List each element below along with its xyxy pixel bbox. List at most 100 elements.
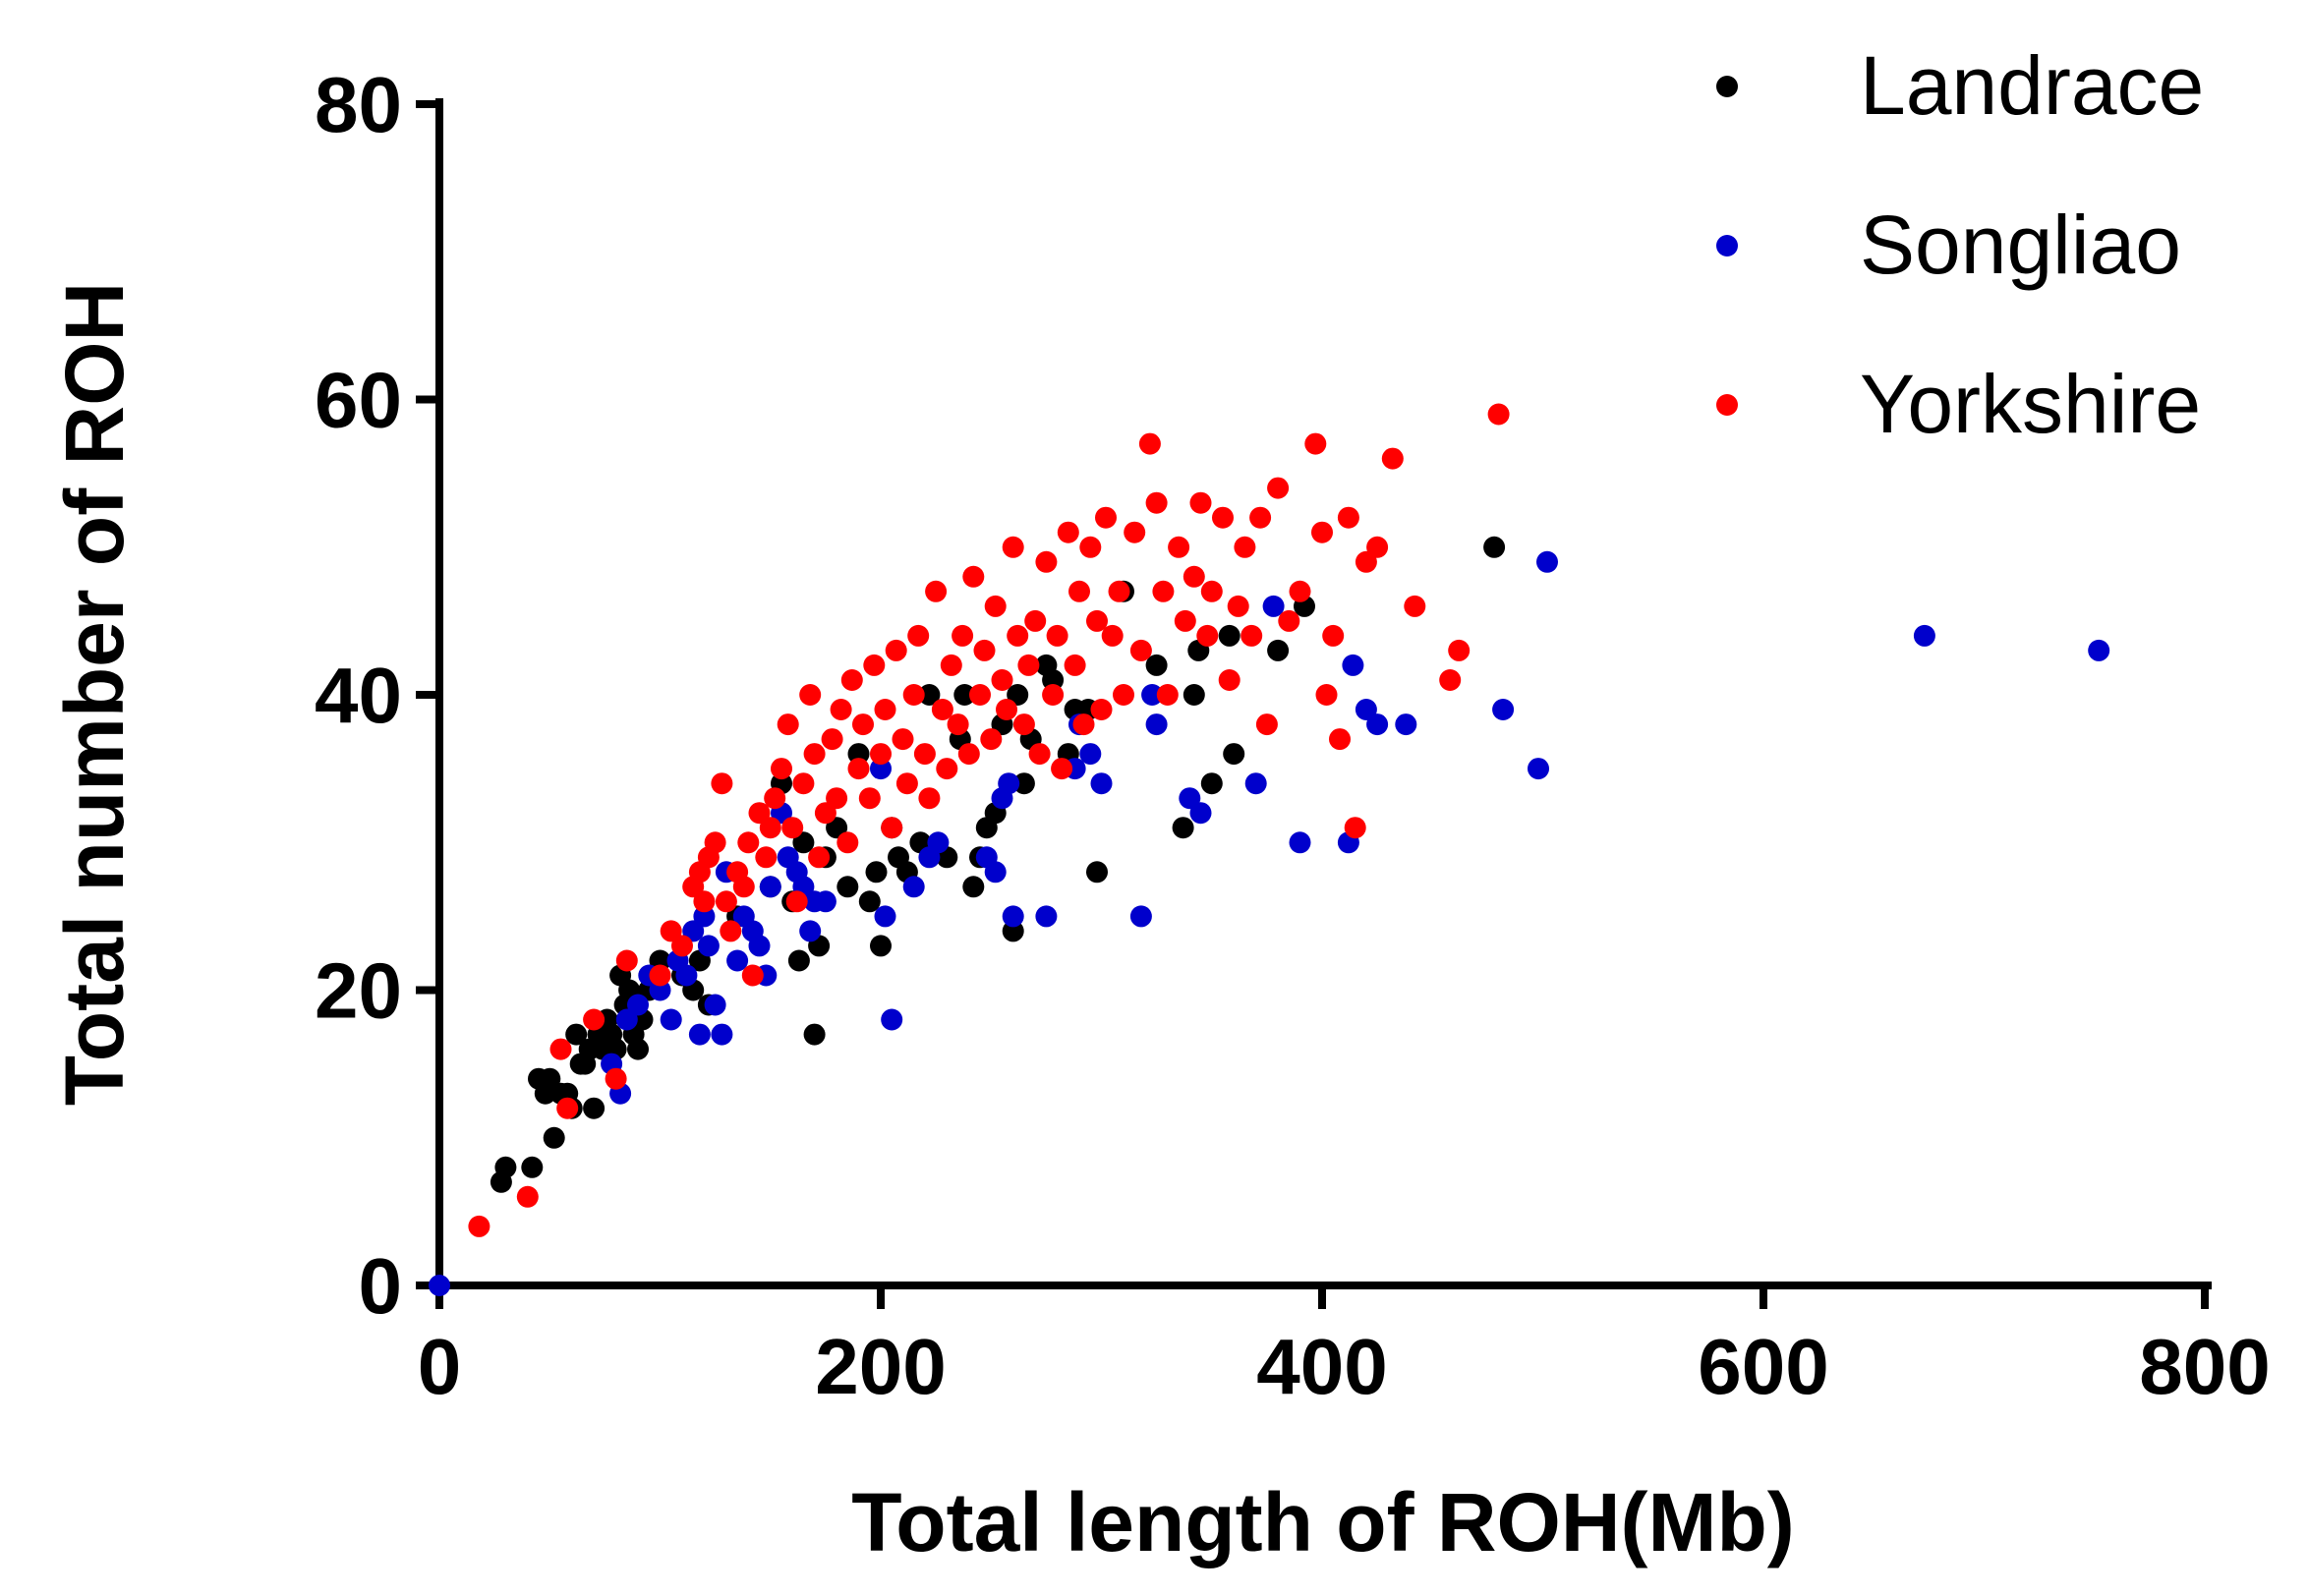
data-point-yorkshire [1068,580,1090,602]
data-point-yorkshire [1079,536,1102,558]
data-point-songliao [1244,772,1267,795]
data-point-landrace [858,890,881,913]
data-point-landrace [1007,684,1029,706]
data-point-landrace [953,684,976,706]
data-point-yorkshire [1168,536,1190,558]
data-point-yorkshire [468,1215,490,1237]
data-point-landrace [792,831,815,854]
data-point-songliao [1141,684,1164,706]
data-point-yorkshire [516,1185,539,1208]
data-point-landrace [918,684,941,706]
data-point-yorkshire [1051,758,1073,780]
data-point-songliao [927,831,950,854]
data-point-yorkshire [1289,580,1311,602]
data-point-yorkshire [885,639,907,661]
data-point-yorkshire [583,1008,606,1031]
data-point-yorkshire [1002,536,1024,558]
series-yorkshire [468,403,1510,1237]
data-point-yorkshire [1156,684,1179,706]
data-point-yorkshire [991,669,1013,691]
data-point-yorkshire [1138,432,1161,455]
data-point-songliao [682,920,705,942]
data-point-yorkshire [1304,432,1327,455]
data-point-songliao [2088,639,2110,661]
legend-label: Landrace [1860,39,2204,132]
data-point-landrace [627,1038,649,1060]
data-point-yorkshire [1086,609,1108,632]
data-point-yorkshire [1311,521,1333,543]
data-point-yorkshire [803,743,826,766]
data-point-yorkshire [1355,550,1377,573]
data-point-yorkshire [1322,624,1345,647]
data-point-yorkshire [840,669,863,691]
data-point-landrace [1183,684,1205,706]
data-point-yorkshire [1337,506,1359,529]
y-tick-label: 80 [315,61,402,148]
data-point-yorkshire [858,787,881,810]
data-point-landrace [1012,772,1035,795]
data-point-landrace [1267,639,1290,661]
data-point-yorkshire [1072,713,1095,736]
data-point-songliao [704,994,726,1016]
data-point-landrace [539,1067,561,1090]
data-point-yorkshire [984,595,1007,617]
data-point-yorkshire [881,817,903,839]
data-point-yorkshire [1189,491,1212,514]
data-point-yorkshire [1267,477,1290,499]
data-point-yorkshire [549,1038,572,1060]
data-point-yorkshire [1007,624,1029,647]
data-point-yorkshire [826,787,848,810]
data-point-yorkshire [792,772,815,795]
data-point-yorkshire [715,890,737,913]
data-point-songliao [998,772,1020,795]
legend-marker [1716,76,1738,97]
series-songliao [429,550,2110,1296]
data-point-yorkshire [870,743,892,766]
data-point-yorkshire [1196,624,1219,647]
data-point-songliao [697,935,720,957]
data-point-yorkshire [1315,684,1338,706]
data-point-songliao [1090,772,1113,795]
data-point-yorkshire [649,964,671,987]
data-point-landrace [870,935,892,957]
data-point-yorkshire [1234,536,1256,558]
data-point-yorkshire [1183,565,1205,588]
data-point-yorkshire [1017,654,1040,676]
data-point-yorkshire [1152,580,1175,602]
data-point-yorkshire [764,787,786,810]
data-point-yorkshire [1028,743,1051,766]
data-point-yorkshire [737,831,760,854]
data-point-landrace [583,1097,606,1119]
data-point-songliao [693,905,716,928]
y-tick-label: 60 [315,357,402,444]
data-point-yorkshire [957,743,980,766]
data-point-yorkshire [907,624,930,647]
data-point-songliao [688,1023,711,1046]
y-axis-title: Total number of ROH [48,282,141,1106]
legend-label: Yorkshire [1860,358,2201,450]
data-point-landrace [543,1126,565,1149]
data-point-songliao [1289,831,1311,854]
x-axis-title: Total length of ROH(Mb) [851,1476,1795,1568]
data-point-yorkshire [1174,609,1196,632]
data-point-yorkshire [1218,669,1241,691]
x-ticks: 0 200 400 600 800 [418,1285,2271,1410]
data-point-yorkshire [1227,595,1249,617]
data-point-landrace [826,817,848,839]
data-point-yorkshire [732,876,755,898]
data-point-yorkshire [799,684,822,706]
data-point-landrace [1223,743,1245,766]
legend-marker [1716,235,1738,256]
data-point-yorkshire [940,654,962,676]
data-point-yorkshire [973,639,996,661]
legend-label: Songliao [1860,199,2181,291]
data-point-yorkshire [711,772,733,795]
data-point-songliao [1395,713,1417,736]
x-tick-label: 400 [1256,1323,1387,1410]
data-point-yorkshire [759,817,781,839]
data-point-yorkshire [1404,595,1426,617]
data-point-songliao [1035,905,1058,928]
data-point-yorkshire [947,713,969,736]
data-point-landrace [565,1023,588,1046]
data-point-songliao [902,876,925,898]
